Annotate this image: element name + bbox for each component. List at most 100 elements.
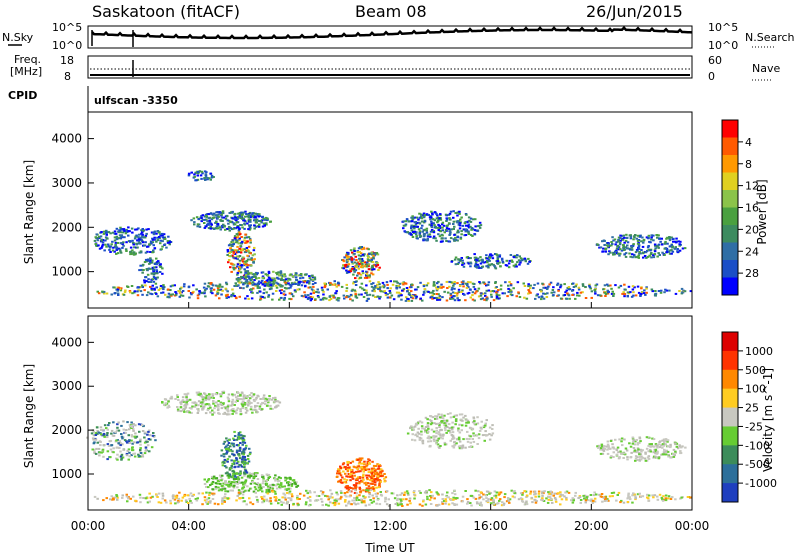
echo-pixel [370, 489, 373, 491]
echo-pixel [564, 492, 567, 494]
echo-pixel [208, 213, 211, 215]
echo-pixel [106, 497, 109, 499]
echo-pixel [250, 483, 253, 485]
echo-pixel [348, 501, 351, 503]
echo-pixel [618, 457, 621, 459]
echo-pixel [473, 435, 476, 437]
echo-pixel [231, 413, 234, 415]
echo-pixel [527, 285, 530, 287]
echo-pixel [239, 442, 242, 444]
echo-pixel [248, 490, 251, 492]
echo-pixel [446, 300, 449, 302]
echo-pixel [448, 230, 451, 232]
echo-pixel [637, 256, 640, 258]
echo-pixel [129, 251, 132, 253]
echo-pixel [431, 226, 434, 228]
echo-pixel [661, 252, 664, 254]
echo-pixel [604, 295, 607, 297]
echo-pixel [182, 295, 185, 297]
echo-pixel [398, 295, 401, 297]
echo-pixel [434, 237, 437, 239]
echo-pixel [399, 286, 402, 288]
echo-pixel [366, 468, 369, 470]
echo-pixel [285, 499, 288, 501]
echo-pixel [292, 479, 295, 481]
echo-pixel [524, 285, 527, 287]
echo-pixel [529, 493, 532, 495]
echo-pixel [202, 399, 205, 401]
echo-pixel [454, 299, 457, 301]
echo-pixel [347, 470, 350, 472]
echo-pixel [470, 229, 473, 231]
echo-pixel [208, 398, 211, 400]
echo-pixel [684, 247, 687, 249]
echo-pixel [653, 446, 656, 448]
echo-pixel [625, 448, 628, 450]
echo-pixel [344, 264, 347, 266]
echo-pixel [646, 436, 649, 438]
echo-pixel [537, 283, 540, 285]
echo-pixel [242, 456, 245, 458]
echo-pixel [647, 237, 650, 239]
echo-pixel [139, 447, 142, 449]
echo-pixel [603, 240, 606, 242]
echo-pixel [496, 296, 499, 298]
echo-pixel [446, 219, 449, 221]
echo-pixel [282, 502, 285, 504]
echo-pixel [564, 294, 567, 296]
echo-pixel [644, 452, 647, 454]
echo-pixel [106, 237, 109, 239]
echo-pixel [152, 435, 155, 437]
echo-pixel [637, 444, 640, 446]
echo-pixel [347, 253, 350, 255]
echo-pixel [362, 475, 365, 477]
echo-pixel [419, 223, 422, 225]
echo-pixel [94, 496, 97, 498]
echo-pixel [529, 287, 532, 289]
echo-pixel [207, 409, 210, 411]
echo-pixel [498, 500, 501, 502]
echo-pixel [202, 492, 205, 494]
echo-pixel [242, 484, 245, 486]
echo-pixel [410, 233, 413, 235]
echo-pixel [341, 286, 344, 288]
echo-pixel [475, 259, 478, 261]
echo-pixel [366, 294, 369, 296]
echo-pixel [576, 294, 579, 296]
echo-pixel [453, 288, 456, 290]
echo-pixel [248, 236, 251, 238]
echo-pixel [241, 218, 244, 220]
echo-pixel [244, 261, 247, 263]
echo-pixel [331, 493, 334, 495]
echo-pixel [261, 296, 264, 298]
echo-pixel [233, 478, 236, 480]
echo-pixel [140, 250, 143, 252]
echo-pixel [377, 473, 380, 475]
echo-pixel [260, 220, 263, 222]
echo-pixel [111, 241, 114, 243]
echo-pixel [133, 441, 136, 443]
echo-pixel [438, 431, 441, 433]
echo-pixel [384, 500, 387, 502]
echo-pixel [305, 501, 308, 503]
echo-pixel [456, 297, 459, 299]
echo-pixel [465, 425, 468, 427]
echo-pixel [233, 411, 236, 413]
echo-pixel [513, 256, 516, 258]
echo-pixel [175, 294, 178, 296]
echo-pixel [211, 488, 214, 490]
echo-pixel [529, 292, 532, 294]
echo-pixel [548, 493, 551, 495]
echo-pixel [132, 430, 135, 432]
echo-pixel [153, 237, 156, 239]
nave-tick-bottom: 0 [708, 70, 715, 83]
colorbar-segment [722, 225, 738, 243]
echo-pixel [277, 283, 280, 285]
echo-pixel [262, 480, 265, 482]
echo-pixel [462, 285, 465, 287]
echo-pixel [95, 236, 98, 238]
echo-pixel [155, 258, 158, 260]
echo-pixel [205, 412, 208, 414]
echo-pixel [468, 438, 471, 440]
echo-pixel [412, 429, 415, 431]
